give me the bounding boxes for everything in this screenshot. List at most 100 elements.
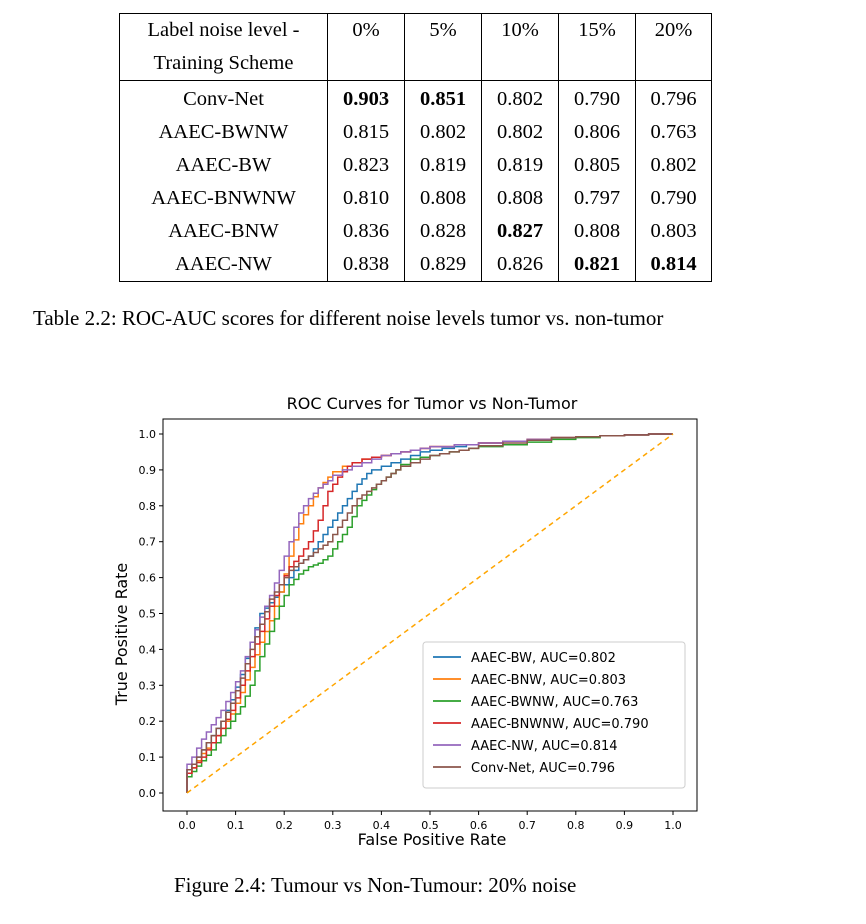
x-tick-label: 0.0 bbox=[178, 819, 196, 832]
score-value: 0.797 bbox=[573, 187, 621, 209]
x-tick-label: 0.9 bbox=[616, 819, 634, 832]
y-axis-ticks: 0.0 0.1 0.2 0.3 0.4 0.5 0.6 0.7 0.8 0.9 1.0 bbox=[139, 428, 163, 800]
score-cell: 0.806 bbox=[558, 116, 636, 149]
score-cell: 0.836 bbox=[327, 215, 405, 248]
score-cell: 0.802 bbox=[481, 80, 559, 116]
score-cell: 0.802 bbox=[635, 149, 712, 182]
roc-curve-6 bbox=[186, 433, 673, 793]
x-tick-label: 0.5 bbox=[421, 819, 439, 832]
x-axis-label: False Positive Rate bbox=[358, 830, 507, 849]
roc-chart: ROC Curves for Tumor vs Non-Tumor 0.0 0.1… bbox=[112, 394, 698, 849]
score-value: 0.808 bbox=[573, 220, 621, 242]
score-cell: 0.815 bbox=[327, 116, 405, 149]
score-cell: 0.802 bbox=[481, 116, 559, 149]
table-row: AAEC-BNW 0.836 0.828 0.827 0.808 0.803 bbox=[119, 215, 712, 248]
roc-curves bbox=[186, 433, 674, 794]
x-tick-label: 0.4 bbox=[373, 819, 391, 832]
score-cell: 0.763 bbox=[635, 116, 712, 149]
table-row: AAEC-BWNW 0.815 0.802 0.802 0.806 0.763 bbox=[119, 116, 712, 149]
score-cell: 0.790 bbox=[635, 182, 712, 215]
score-cell: 0.826 bbox=[481, 248, 559, 282]
table-caption: Table 2.2: ROC-AUC scores for different … bbox=[33, 306, 664, 330]
x-tick-label: 0.6 bbox=[470, 819, 488, 832]
score-value: 0.802 bbox=[496, 88, 544, 110]
score-cell: 0.821 bbox=[558, 248, 636, 282]
score-value: 0.838 bbox=[342, 253, 390, 275]
y-tick-label: 0.5 bbox=[139, 608, 157, 621]
score-value: 0.802 bbox=[650, 154, 697, 176]
score-cell: 0.823 bbox=[327, 149, 405, 182]
best-score: 0.851 bbox=[419, 88, 467, 110]
score-cell: 0.808 bbox=[481, 182, 559, 215]
score-value: 0.805 bbox=[573, 154, 621, 176]
legend-label: AAEC-BNWNW, AUC=0.790 bbox=[471, 717, 649, 732]
score-cell: 0.803 bbox=[635, 215, 712, 248]
score-cell: 0.802 bbox=[404, 116, 482, 149]
score-cell: 0.808 bbox=[558, 215, 636, 248]
figure-caption: Figure 2.4: Tumour vs Non-Tumour: 20% no… bbox=[174, 873, 577, 897]
y-tick-label: 0.9 bbox=[139, 464, 157, 477]
score-cell: 0.827 bbox=[481, 215, 559, 248]
y-tick-label: 0.1 bbox=[139, 751, 157, 764]
legend-label: Conv-Net, AUC=0.796 bbox=[471, 761, 615, 776]
x-tick-label: 0.3 bbox=[324, 819, 342, 832]
header-10pct: 10% bbox=[481, 13, 559, 81]
header-5pct: 5% bbox=[404, 13, 482, 81]
chart-legend: AAEC-BW, AUC=0.802 AAEC-BNW, AUC=0.803 AAE… bbox=[422, 641, 686, 789]
table-row: AAEC-BW 0.823 0.819 0.819 0.805 0.802 bbox=[119, 149, 712, 182]
score-value: 0.828 bbox=[419, 220, 467, 242]
row-scheme-name: Conv-Net bbox=[119, 80, 328, 116]
header-0pct: 0% bbox=[327, 13, 405, 81]
header-label-noise-level: Label noise level - Training Scheme bbox=[119, 13, 328, 81]
best-score: 0.903 bbox=[342, 88, 390, 110]
row-scheme-name: AAEC-BWNW bbox=[119, 116, 328, 149]
x-axis-ticks: 0.0 0.1 0.2 0.3 0.4 0.5 0.6 0.7 0.8 0.9 1.0 bbox=[178, 811, 682, 832]
x-tick-label: 0.2 bbox=[275, 819, 293, 832]
score-value: 0.819 bbox=[419, 154, 467, 176]
x-tick-label: 0.8 bbox=[567, 819, 585, 832]
header-15pct: 15% bbox=[558, 13, 636, 81]
score-cell: 0.828 bbox=[404, 215, 482, 248]
best-score: 0.814 bbox=[650, 253, 697, 275]
score-value: 0.815 bbox=[342, 121, 390, 143]
score-value: 0.826 bbox=[496, 253, 544, 275]
roc-curve-5 bbox=[186, 433, 673, 793]
row-scheme-name: AAEC-BNW bbox=[119, 215, 328, 248]
y-tick-label: 0.2 bbox=[139, 715, 157, 728]
row-scheme-name: AAEC-NW bbox=[119, 248, 328, 282]
score-value: 0.836 bbox=[342, 220, 390, 242]
score-value: 0.802 bbox=[496, 121, 544, 143]
legend-label: AAEC-NW, AUC=0.814 bbox=[471, 739, 618, 754]
results-table: Label noise level - Training Scheme 0% 5… bbox=[119, 13, 712, 282]
legend-box bbox=[422, 641, 686, 789]
header-line2: Training Scheme bbox=[153, 52, 294, 74]
score-cell: 0.903 bbox=[327, 80, 405, 116]
score-cell: 0.805 bbox=[558, 149, 636, 182]
table-row: AAEC-BNWNW 0.810 0.808 0.808 0.797 0.790 bbox=[119, 182, 712, 215]
row-scheme-name: AAEC-BNWNW bbox=[119, 182, 328, 215]
score-cell: 0.814 bbox=[635, 248, 712, 282]
score-value: 0.763 bbox=[650, 121, 697, 143]
legend-label: AAEC-BWNW, AUC=0.763 bbox=[471, 695, 638, 710]
score-cell: 0.819 bbox=[404, 149, 482, 182]
y-tick-label: 0.4 bbox=[139, 643, 157, 656]
x-tick-label: 0.1 bbox=[227, 819, 245, 832]
legend-label: AAEC-BW, AUC=0.802 bbox=[471, 651, 616, 666]
score-value: 0.819 bbox=[496, 154, 544, 176]
score-value: 0.823 bbox=[342, 154, 390, 176]
row-scheme-name: AAEC-BW bbox=[119, 149, 328, 182]
score-value: 0.808 bbox=[419, 187, 467, 209]
score-value: 0.790 bbox=[573, 88, 621, 110]
score-value: 0.796 bbox=[650, 88, 697, 110]
score-value: 0.806 bbox=[573, 121, 621, 143]
score-cell: 0.851 bbox=[404, 80, 482, 116]
score-value: 0.829 bbox=[419, 253, 467, 275]
y-tick-label: 0.8 bbox=[139, 500, 157, 513]
score-cell: 0.838 bbox=[327, 248, 405, 282]
y-tick-label: 0.7 bbox=[139, 536, 157, 549]
x-tick-label: 0.7 bbox=[518, 819, 536, 832]
table-body: Conv-Net 0.903 0.851 0.802 0.790 0.796 AAEC-BW… bbox=[119, 80, 712, 282]
y-tick-label: 0.0 bbox=[139, 787, 157, 800]
y-axis-label: True Positive Rate bbox=[112, 563, 131, 707]
y-tick-label: 0.3 bbox=[139, 679, 157, 692]
